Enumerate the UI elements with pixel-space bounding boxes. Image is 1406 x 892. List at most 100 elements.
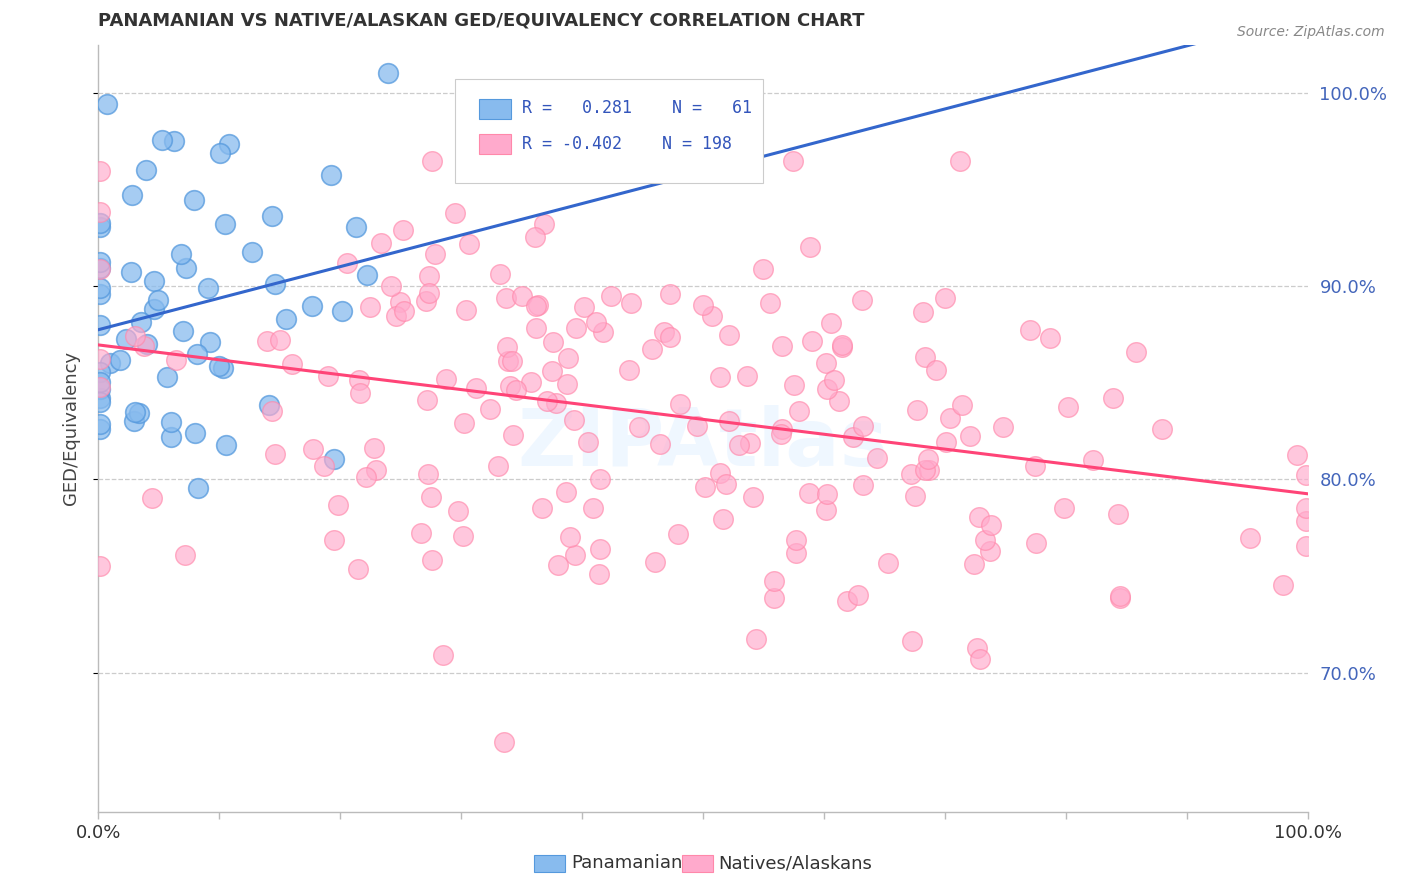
- Point: [980, 518, 1002, 533]
- Point: [89, 379, 111, 393]
- Point: [763, 591, 786, 605]
- Point: [377, 66, 399, 80]
- Point: [1295, 540, 1317, 554]
- Point: [565, 321, 588, 335]
- Point: [905, 403, 928, 417]
- Point: [89, 255, 111, 269]
- Point: [652, 325, 675, 339]
- Point: [564, 548, 586, 562]
- Point: [530, 500, 553, 515]
- Point: [416, 392, 439, 407]
- Point: [728, 438, 751, 452]
- Point: [782, 377, 804, 392]
- Point: [128, 406, 150, 420]
- Point: [132, 339, 155, 353]
- Point: [502, 428, 524, 442]
- Point: [89, 318, 111, 332]
- FancyBboxPatch shape: [479, 135, 510, 154]
- Point: [709, 369, 731, 384]
- Point: [141, 491, 163, 505]
- Point: [692, 298, 714, 312]
- Point: [89, 287, 111, 301]
- Point: [797, 486, 820, 500]
- Point: [262, 209, 284, 223]
- Point: [447, 504, 470, 518]
- Point: [585, 315, 607, 329]
- Point: [100, 356, 122, 370]
- Point: [143, 302, 166, 317]
- Point: [486, 459, 509, 474]
- Point: [709, 466, 731, 480]
- Point: [1024, 458, 1046, 473]
- Point: [562, 412, 585, 426]
- Point: [934, 291, 956, 305]
- Point: [215, 438, 238, 452]
- Point: [823, 373, 845, 387]
- Point: [1108, 590, 1130, 604]
- Point: [110, 353, 132, 368]
- Point: [214, 217, 236, 231]
- Point: [89, 164, 111, 178]
- Point: [695, 480, 717, 494]
- Point: [572, 301, 595, 315]
- Point: [260, 404, 283, 418]
- Point: [124, 405, 146, 419]
- Point: [815, 487, 838, 501]
- Point: [89, 261, 111, 276]
- Point: [835, 594, 858, 608]
- Point: [785, 533, 807, 547]
- Text: Natives/Alaskans: Natives/Alaskans: [718, 855, 872, 872]
- Point: [346, 562, 368, 576]
- Point: [547, 558, 569, 572]
- Point: [1056, 400, 1078, 414]
- Point: [136, 337, 159, 351]
- Point: [735, 369, 758, 384]
- Point: [146, 293, 169, 308]
- Point: [416, 467, 439, 481]
- Point: [89, 422, 111, 436]
- Point: [432, 648, 454, 662]
- Point: [523, 229, 546, 244]
- Point: [510, 289, 533, 303]
- Point: [560, 531, 582, 545]
- Point: [841, 430, 863, 444]
- Point: [89, 558, 111, 573]
- Point: [700, 309, 723, 323]
- Point: [592, 326, 614, 340]
- Point: [620, 296, 643, 310]
- Point: [917, 452, 939, 467]
- Point: [628, 420, 651, 434]
- Point: [718, 414, 741, 428]
- Y-axis label: GED/Equivalency: GED/Equivalency: [62, 351, 80, 505]
- Point: [963, 557, 986, 571]
- Point: [581, 501, 603, 516]
- Point: [851, 293, 873, 307]
- Point: [89, 376, 111, 390]
- Point: [89, 352, 111, 367]
- Point: [600, 289, 623, 303]
- Point: [666, 526, 689, 541]
- Point: [925, 363, 948, 377]
- Point: [419, 490, 441, 504]
- Point: [950, 398, 973, 412]
- Point: [815, 382, 838, 396]
- Point: [669, 397, 692, 411]
- Point: [276, 312, 298, 326]
- Point: [770, 339, 793, 353]
- Point: [935, 435, 957, 450]
- Point: [89, 391, 111, 405]
- Point: [319, 168, 342, 182]
- Point: [344, 220, 367, 235]
- Point: [301, 299, 323, 313]
- Point: [208, 146, 231, 161]
- Point: [546, 396, 568, 410]
- Point: [540, 364, 562, 378]
- Point: [974, 533, 997, 547]
- Point: [1107, 507, 1129, 521]
- Point: [644, 556, 666, 570]
- Point: [165, 352, 187, 367]
- Point: [1025, 535, 1047, 549]
- Point: [240, 244, 263, 259]
- Point: [174, 261, 197, 276]
- Point: [713, 512, 735, 526]
